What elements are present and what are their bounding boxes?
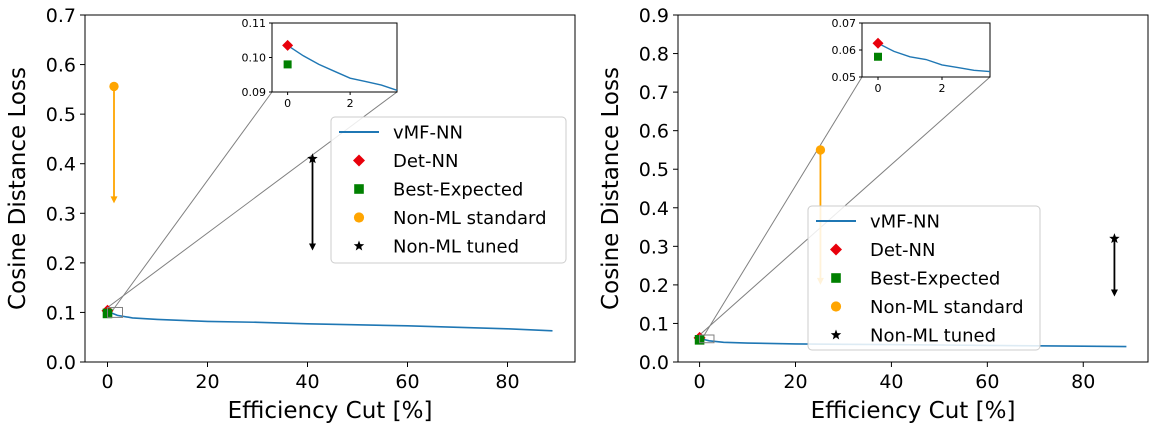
y-tick-label: 0.7: [46, 5, 76, 27]
x-tick-label: 0: [694, 371, 706, 393]
y-tick-label: 0.2: [639, 275, 669, 297]
y-axis-label: Cosine Distance Loss: [598, 67, 624, 310]
legend-label-non-ml-tuned: Non-ML tuned: [870, 326, 996, 347]
inset-zoom-box: [107, 306, 123, 318]
plot-area-frame: [677, 14, 1149, 363]
y-tick-label: 0.3: [639, 236, 669, 258]
arrow-head: [309, 243, 316, 251]
y-tick-label: 0.6: [639, 121, 669, 143]
legend-handle-non-ml-standard: [353, 212, 365, 223]
legend-handle-best-expected: [831, 273, 841, 283]
plot-area-frame: [84, 14, 576, 363]
y-tick-label: 0.9: [639, 5, 669, 27]
inset-data-point-best-expected: [874, 52, 882, 61]
inset-y-tick-label: 0.11: [242, 17, 267, 30]
inset-y-tick-label: 0.06: [832, 44, 857, 57]
legend-label-non-ml-standard: Non-ML standard: [870, 297, 1024, 318]
legend: vMF-NN Det-NN Best-Expected Non-ML standard…: [330, 116, 567, 264]
y-tick-label: 0.5: [46, 104, 76, 126]
x-tick-label: 80: [495, 371, 519, 393]
y-tick-label: 0.1: [639, 313, 669, 335]
inset-data-point-best-expected: [283, 60, 292, 69]
legend-handle-det-nn: [830, 243, 842, 256]
inset-axes: 0 2 0.09 0.10 0.11: [242, 17, 398, 110]
inset-frame: [271, 22, 398, 93]
legend-handle-non-ml-tuned: [830, 329, 842, 340]
x-tick-label: 0: [101, 371, 113, 393]
inset-y-tick-label: 0.09: [242, 86, 267, 99]
legend-label-best-expected: Best-Expected: [393, 180, 523, 201]
data-point-non-ml-standard: [815, 145, 826, 155]
inset-x-tick-label: 0: [284, 97, 291, 110]
inset-data-point-det-nn: [872, 37, 884, 49]
inset-connector-line: [699, 76, 863, 343]
x-tick-label: 60: [395, 371, 419, 393]
inset-series-line: [287, 44, 398, 91]
inset-x-tick-label: 2: [347, 97, 354, 110]
x-tick-label: 40: [879, 371, 903, 393]
inset-zoom-box: [699, 334, 715, 344]
y-tick-label: 0.2: [46, 253, 76, 275]
y-tick-label: 0.4: [639, 198, 669, 220]
legend-label-det-nn: Det-NN: [393, 151, 458, 172]
data-point-non-ml-tuned: [307, 153, 318, 164]
x-tick-label: 40: [295, 371, 319, 393]
inset-x-tick-label: 2: [939, 82, 946, 95]
chart-panel-2: 0 20 40 60 800.00.10.20.30.40.50.60.70.80.9E…: [598, 5, 1149, 423]
x-axis-label: Efficiency Cut [%]: [811, 398, 1016, 423]
arrow-head: [1110, 289, 1118, 297]
legend-label-vmf-nn: vMF-NN: [393, 123, 463, 144]
y-tick-label: 0.0: [639, 352, 669, 374]
data-point-non-ml-tuned: [1109, 233, 1120, 244]
x-tick-label: 60: [975, 371, 999, 393]
legend-label-det-nn: Det-NN: [870, 240, 935, 261]
y-tick-label: 0.5: [639, 159, 669, 181]
y-tick-label: 0.3: [46, 203, 76, 225]
inset-y-tick-label: 0.10: [242, 52, 267, 65]
legend-handle-best-expected: [354, 184, 364, 194]
series-line-vmf-nn: [107, 310, 553, 332]
x-tick-label: 20: [783, 371, 807, 393]
inset-frame: [861, 22, 991, 78]
data-point-non-ml-standard: [109, 81, 119, 92]
y-tick-label: 0.0: [46, 352, 76, 374]
y-tick-label: 0.8: [639, 44, 669, 66]
legend-label-vmf-nn: vMF-NN: [870, 212, 940, 233]
legend-label-non-ml-standard: Non-ML standard: [393, 208, 547, 229]
inset-connector-line: [107, 91, 273, 318]
x-axis-label: Efficiency Cut [%]: [228, 398, 433, 423]
y-tick-label: 0.7: [639, 82, 669, 104]
y-tick-label: 0.1: [46, 302, 76, 324]
inset-y-tick-label: 0.05: [832, 71, 857, 84]
chart-panel-1: 0 20 40 60 800.00.10.20.30.40.50.60.7Efficie…: [5, 5, 576, 423]
legend: vMF-NN Det-NN Best-Expected Non-ML standard…: [807, 205, 1041, 351]
x-tick-label: 20: [195, 371, 219, 393]
legend-handle-non-ml-tuned: [353, 240, 365, 251]
legend-handle-non-ml-standard: [830, 301, 842, 312]
legend-box: [807, 205, 1041, 351]
x-tick-label: 80: [1071, 371, 1095, 393]
legend-box: [330, 116, 567, 264]
inset-series-line: [877, 42, 991, 73]
inset-x-tick-label: 0: [875, 82, 882, 95]
inset-axes: 0 2 0.05 0.06 0.07: [832, 17, 991, 95]
arrow-head: [110, 196, 118, 204]
inset-data-point-det-nn: [282, 39, 294, 51]
inset-y-tick-label: 0.07: [832, 17, 857, 30]
y-tick-label: 0.6: [46, 55, 76, 77]
y-tick-label: 0.4: [46, 154, 76, 176]
legend-handle-det-nn: [353, 154, 365, 167]
legend-label-best-expected: Best-Expected: [870, 269, 1000, 290]
y-axis-label: Cosine Distance Loss: [5, 67, 31, 310]
legend-label-non-ml-tuned: Non-ML tuned: [393, 237, 519, 258]
